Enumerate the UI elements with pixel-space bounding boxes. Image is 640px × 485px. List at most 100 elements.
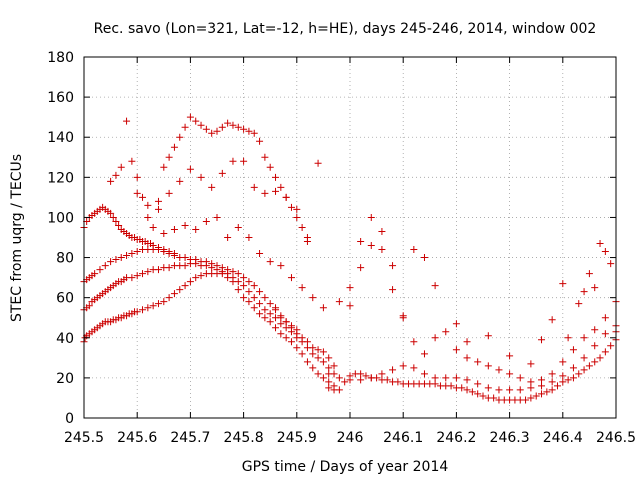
data-point [229,268,237,276]
data-point [564,376,572,384]
data-point [431,380,439,388]
data-point [287,274,295,282]
data-point [362,372,370,380]
data-point [484,384,492,392]
data-point [585,270,593,278]
data-point [234,286,242,294]
data-point [367,374,375,382]
data-point [293,330,301,338]
data-point [224,266,232,274]
y-axis-title: STEC from uqrg / TECUs [9,154,25,322]
data-point [208,260,216,268]
data-point [580,366,588,374]
data-point [240,282,248,290]
data-point [607,342,615,350]
data-point [516,386,524,394]
data-point [516,374,524,382]
x-tick-label: 246.1 [383,430,423,446]
data-point [123,252,131,260]
data-point [218,169,226,177]
data-point [154,197,162,205]
data-point [495,386,503,394]
y-tick-label: 140 [47,130,74,146]
data-point [272,173,280,181]
data-point [474,358,482,366]
data-point [197,121,205,129]
data-point [559,280,567,288]
data-point [468,388,476,396]
data-point [341,378,349,386]
data-point [272,324,280,332]
data-point [463,386,471,394]
data-point [213,213,221,221]
data-point [139,193,147,201]
data-point [282,318,290,326]
data-point [277,314,285,322]
data-point [256,250,264,258]
data-point [107,209,115,217]
data-point [234,278,242,286]
data-point [261,306,269,314]
data-point [144,213,152,221]
data-point [133,173,141,181]
data-point [245,127,253,135]
data-point [495,366,503,374]
data-point [298,284,306,292]
data-point [133,272,141,280]
data-point [298,223,306,231]
data-point [532,392,540,400]
data-point [128,274,136,282]
data-point [569,364,577,372]
data-point [357,376,365,384]
y-tick-label: 180 [47,50,74,66]
data-point [261,314,269,322]
data-point [250,282,258,290]
data-point [559,378,567,386]
data-point [325,354,333,362]
x-tick-label: 245.9 [277,430,317,446]
data-point [202,125,210,133]
data-point [389,286,397,294]
data-point [181,221,189,229]
data-point [266,310,274,318]
data-point [452,346,460,354]
data-point [325,384,333,392]
data-point [128,157,136,165]
data-point [383,376,391,384]
data-point [181,282,189,290]
data-point [96,266,104,274]
data-point [399,362,407,370]
data-point [474,380,482,388]
data-point [580,288,588,296]
data-point [553,382,561,390]
data-point [160,229,168,237]
data-point [543,388,551,396]
data-point [250,183,258,191]
data-point [591,284,599,292]
data-point [591,342,599,350]
data-point [224,234,232,241]
data-point [596,354,604,362]
data-point [298,350,306,358]
data-point [186,165,194,173]
data-point [314,346,322,354]
data-point [314,354,322,362]
y-tick-label: 120 [47,170,74,186]
data-point [107,258,115,266]
data-point [197,272,205,280]
data-point [101,262,109,270]
data-point [538,336,546,344]
data-point [410,338,418,346]
data-point [139,306,147,314]
data-point [266,318,274,326]
data-point [192,274,200,282]
data-point [378,246,386,254]
data-point [272,304,280,312]
data-point [218,264,226,272]
data-point [452,374,460,382]
data-point [261,294,269,302]
data-point [256,288,264,296]
data-point [277,330,285,338]
data-point [447,382,455,390]
